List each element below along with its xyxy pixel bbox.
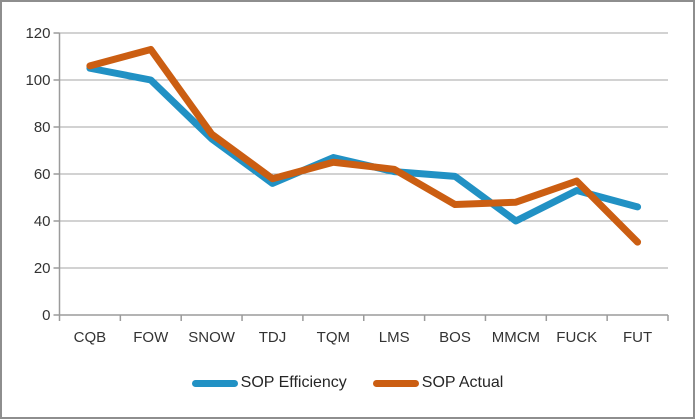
chart-legend: SOP Efficiency SOP Actual xyxy=(2,368,693,398)
y-axis-label: 80 xyxy=(34,119,51,136)
x-axis-label: BOS xyxy=(439,329,471,346)
legend-item-sop-efficiency: SOP Efficiency xyxy=(191,374,347,392)
y-axis-label: 60 xyxy=(34,166,51,183)
x-axis-label: CQB xyxy=(74,329,107,346)
series-line-sop-efficiency xyxy=(86,64,642,225)
series-line-sop-actual xyxy=(86,45,642,246)
x-axis-label: FOW xyxy=(133,329,169,346)
y-axis-label: 100 xyxy=(25,72,50,89)
x-axis-label: TDJ xyxy=(259,329,287,346)
y-axis-label: 0 xyxy=(42,307,50,324)
x-axis-label: SNOW xyxy=(188,329,236,346)
legend-swatch-sop-efficiency xyxy=(191,379,238,387)
x-axis-label: FUCK xyxy=(556,329,597,346)
x-axis-label: FUT xyxy=(623,329,652,346)
x-axis-label: MMCM xyxy=(492,329,540,346)
y-axis-label: 20 xyxy=(34,260,51,277)
legend-label-sop-actual: SOP Actual xyxy=(421,374,504,391)
legend-swatch-sop-actual xyxy=(372,379,419,387)
legend-item-sop-actual: SOP Actual xyxy=(372,374,504,392)
y-axis-label: 120 xyxy=(25,25,50,42)
x-axis-label: TQM xyxy=(317,329,350,346)
x-axis-label: LMS xyxy=(379,329,410,346)
y-axis-label: 40 xyxy=(34,213,51,230)
legend-label-sop-efficiency: SOP Efficiency xyxy=(240,374,347,391)
